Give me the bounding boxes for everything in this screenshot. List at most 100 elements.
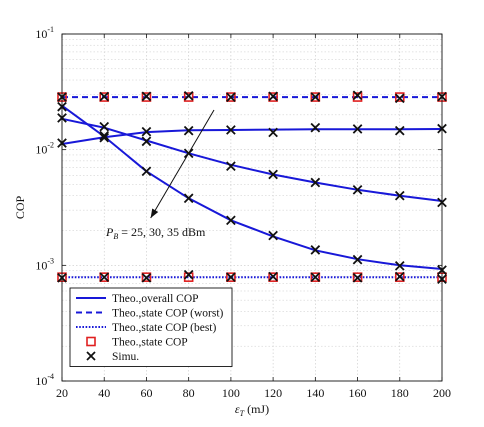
state-cop-square-marker	[183, 272, 194, 282]
simu-cross-marker	[352, 254, 363, 265]
simu-cross-marker	[268, 169, 278, 180]
simu-cross-marker	[310, 92, 321, 102]
y-tick-label: 10-2	[35, 141, 54, 157]
simu-cross-stroke	[99, 91, 110, 102]
simu-cross-stroke	[226, 125, 236, 135]
annotation-text: PB = 25, 30, 35 dBm	[105, 225, 206, 241]
tick-layer: 20 40 60 80 100 120 140 160 180 200 10-4 10-3 10-2 10…	[35, 25, 451, 400]
state-cop-square-marker	[99, 92, 110, 102]
simu-cross-marker	[99, 272, 110, 283]
simu-cross-stroke	[183, 125, 194, 136]
simu-cross-stroke	[352, 90, 363, 101]
x-tick-label: 160	[349, 386, 367, 400]
simu-cross-marker	[226, 272, 236, 283]
simu-cross-stroke	[141, 136, 152, 147]
simu-cross-stroke	[268, 127, 278, 138]
legend-box	[69, 287, 233, 367]
simu-cross-marker	[394, 271, 405, 282]
simu-cross-stroke	[141, 272, 152, 283]
simu-cross-marker	[183, 269, 194, 280]
simu-cross-stroke	[394, 261, 405, 271]
simu-cross-stroke	[310, 245, 321, 255]
legend-item: Theo.,overall COP	[76, 293, 199, 305]
legend-label: Theo.,state COP	[112, 337, 188, 349]
state-cop-square-marker	[310, 272, 321, 282]
simu-cross-marker	[183, 193, 194, 204]
simu-cross-stroke	[394, 93, 405, 104]
simu-cross-marker	[394, 261, 405, 271]
legend-label: Theo.,overall COP	[112, 293, 199, 305]
state-cop-square-marker	[352, 92, 363, 102]
legend-label: Theo.,state COP (worst)	[112, 308, 224, 320]
x-tick-label: 100	[222, 386, 240, 400]
simu-cross-stroke	[310, 177, 321, 188]
simu-cross-marker	[310, 122, 321, 133]
simu-cross-marker	[183, 91, 194, 101]
simu-cross-stroke	[226, 161, 236, 172]
simu-cross-marker	[394, 93, 405, 104]
marker-layer	[57, 90, 447, 284]
simu-cross-marker	[394, 125, 405, 136]
simu-cross-marker	[268, 271, 278, 282]
legend-swatch-square	[86, 336, 96, 347]
x-tick-label: 60	[140, 386, 152, 400]
state-cop-square-marker	[226, 92, 236, 102]
simu-cross-stroke	[268, 169, 278, 180]
x-tick-label: 140	[306, 386, 324, 400]
simu-cross-stroke	[394, 190, 405, 201]
simu-cross-marker	[141, 272, 152, 283]
simu-cross-marker	[141, 91, 152, 102]
simu-cross-stroke	[310, 272, 321, 283]
state-cop-square-marker	[141, 272, 152, 282]
simu-cross-marker	[310, 272, 321, 283]
simu-cross-stroke	[310, 92, 321, 102]
simu-cross-marker	[394, 190, 405, 201]
annotation-arrow	[150, 109, 215, 219]
simu-cross-stroke	[99, 121, 110, 132]
y-axis-label: COP	[13, 196, 27, 220]
simu-cross-stroke	[183, 91, 194, 101]
simu-cross-stroke	[352, 272, 363, 283]
simu-cross-marker	[310, 245, 321, 255]
annotation: PB = 25, 30, 35 dBm	[105, 109, 215, 241]
x-tick-label: 80	[183, 386, 195, 400]
simu-cross-stroke	[99, 132, 110, 143]
simu-cross-stroke	[352, 184, 363, 195]
simu-cross-stroke	[99, 130, 110, 141]
x-tick-label: 20	[56, 386, 68, 400]
state-cop-square-marker	[268, 272, 278, 282]
x-tick-label: 120	[264, 386, 282, 400]
simu-cross-stroke	[183, 193, 194, 204]
simu-cross-stroke	[352, 124, 363, 134]
simu-cross-marker	[226, 161, 236, 172]
simu-cross-stroke	[99, 272, 110, 283]
simu-cross-stroke	[226, 215, 236, 226]
x-tick-label: 200	[433, 386, 451, 400]
legend: Theo.,overall COP Theo.,state COP (worst)…	[69, 287, 233, 367]
series-line-overall_35	[61, 104, 443, 270]
y-tick-label: 10-3	[35, 256, 54, 272]
legend-item: Theo.,state COP (best)	[76, 322, 217, 334]
simu-cross-marker	[226, 92, 236, 103]
simu-cross-marker	[183, 125, 194, 136]
y-tick-label: 10-1	[35, 25, 54, 41]
y-tick-label: 10-4	[35, 372, 54, 388]
simu-cross-marker	[99, 121, 110, 132]
simu-cross-marker	[310, 177, 321, 188]
state-cop-square-marker	[226, 272, 236, 282]
simu-cross-marker	[99, 132, 110, 143]
legend-item: Theo.,state COP (worst)	[76, 308, 224, 320]
simu-cross-marker	[141, 166, 152, 177]
x-axis-label: εT (mJ)	[235, 402, 269, 418]
state-cop-square-marker	[310, 92, 321, 102]
simu-cross-marker	[268, 127, 278, 138]
legend-item: Simu.	[86, 351, 139, 363]
simu-cross-marker	[226, 125, 236, 135]
simu-cross-marker	[141, 136, 152, 147]
x-tick-label: 40	[98, 386, 110, 400]
state-cop-square-marker	[141, 92, 152, 102]
simu-cross-stroke	[183, 269, 194, 280]
x-tick-label: 180	[391, 386, 409, 400]
